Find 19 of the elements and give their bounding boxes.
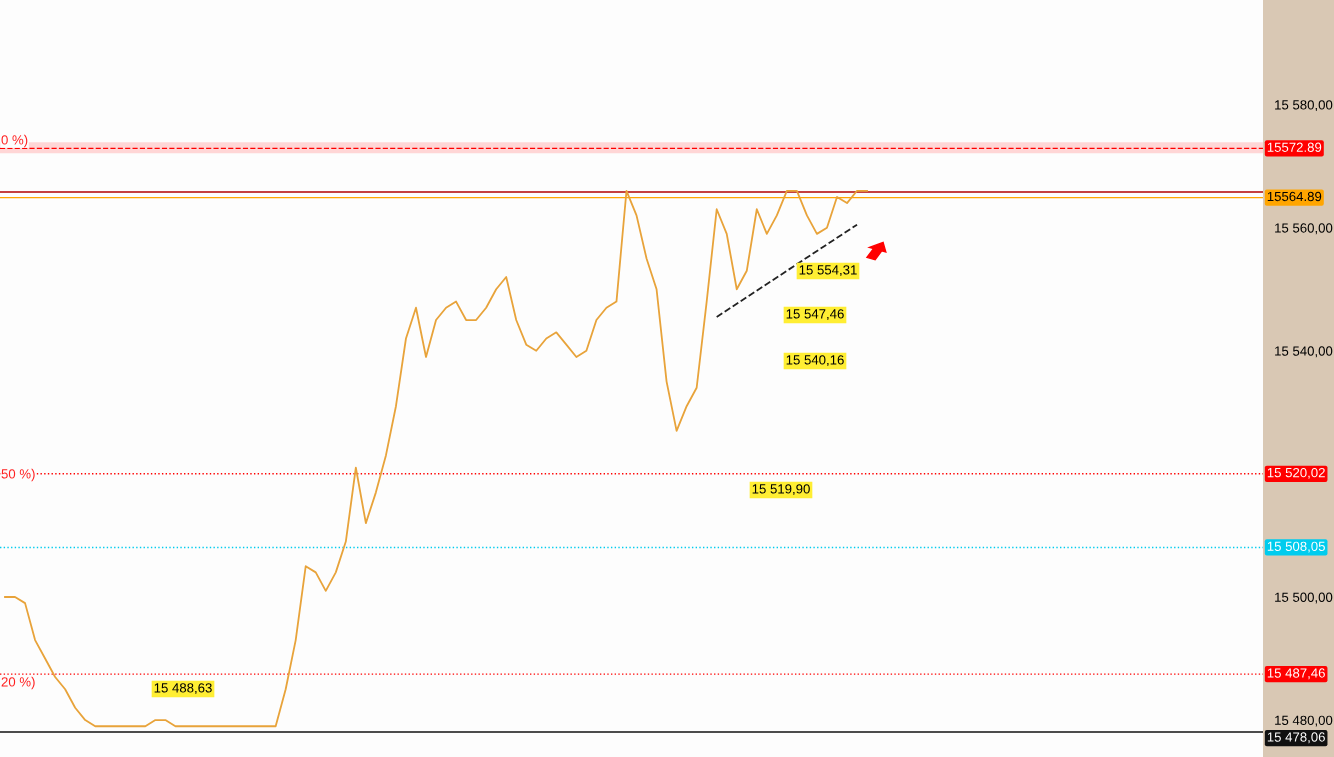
ref-line-label: 15 520,02 bbox=[1267, 467, 1325, 479]
y-tick-label: 15 540,00 bbox=[1275, 346, 1333, 358]
annotation: 15 488,63 bbox=[154, 683, 212, 695]
ref-line-label: 15 508,05 bbox=[1267, 541, 1325, 553]
ref-line-label: 15572.89 bbox=[1267, 142, 1322, 152]
ref-line-label: 15 478,06 bbox=[1267, 732, 1325, 744]
annotation: 50 %) bbox=[1, 468, 35, 482]
ref-line-label: 15 487,46 bbox=[1267, 668, 1325, 680]
y-tick-label: 15 480,00 bbox=[1275, 715, 1333, 727]
annotation: 15 547,46 bbox=[786, 309, 844, 321]
y-tick-label: 15 560,00 bbox=[1275, 223, 1333, 235]
annotation: 20 %) bbox=[1, 676, 35, 690]
y-tick-label: 15 580,00 bbox=[1275, 100, 1333, 112]
annotation: 0 %) bbox=[1, 134, 28, 148]
y-tick-label: 15 500,00 bbox=[1275, 592, 1333, 604]
annotation: 15 519,90 bbox=[752, 484, 810, 496]
ref-line-label: 15564.89 bbox=[1267, 191, 1322, 202]
annotation: 15 554,31 bbox=[799, 265, 857, 277]
annotation: 15 540,16 bbox=[786, 355, 844, 367]
